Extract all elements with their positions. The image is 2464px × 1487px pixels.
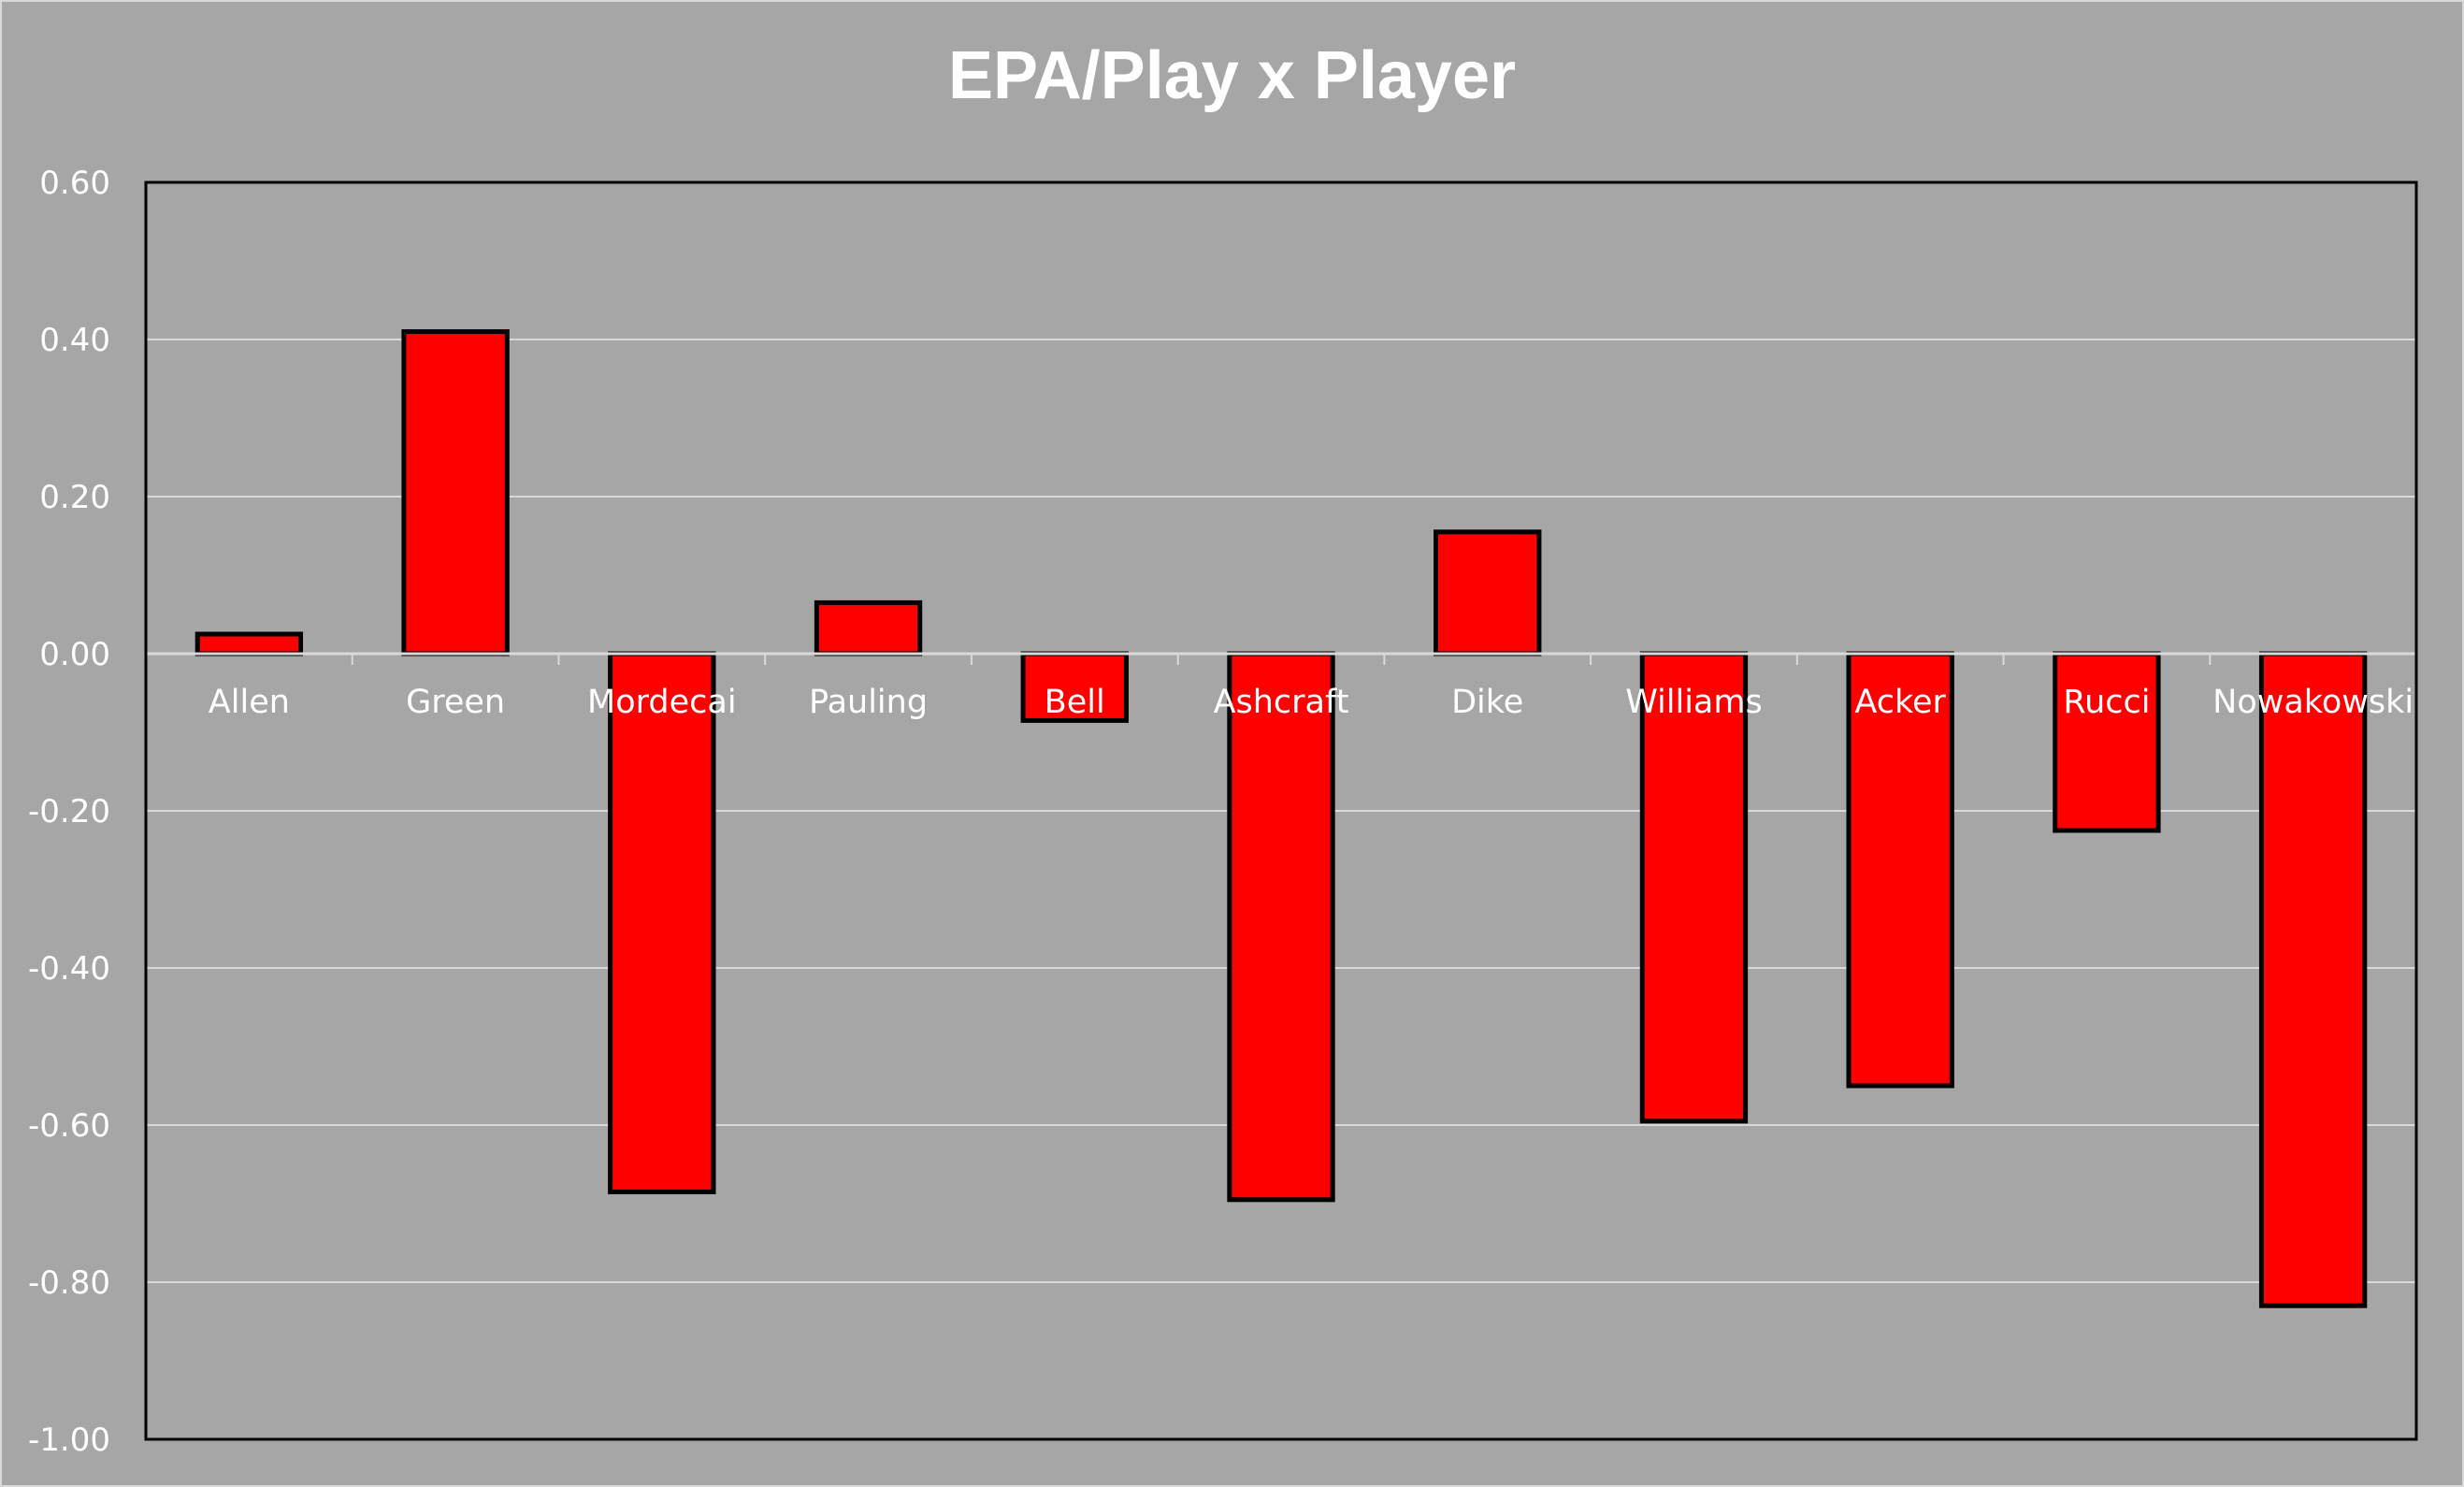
x-category-label: Allen: [209, 684, 290, 721]
x-category-label: Acker: [1854, 684, 1946, 721]
y-tick-label: -0.60: [28, 1107, 110, 1145]
x-category-label: Mordecai: [587, 684, 737, 721]
bar-green: [401, 329, 510, 657]
y-axis-ticks: 0.60 0.40 0.20 0.00 -0.20 -0.40 -0.60 -0.80 -1.0…: [28, 165, 110, 1459]
y-tick-label: 0.00: [39, 636, 110, 673]
bar-rucci: [2053, 651, 2161, 833]
x-category-label: Pauling: [809, 684, 928, 721]
y-tick-label: -1.00: [28, 1422, 110, 1459]
x-category-label: Bell: [1045, 684, 1105, 721]
bar-acker: [1846, 651, 1954, 1089]
bar-mordecai: [608, 651, 716, 1194]
x-category-label: Ashcraft: [1214, 684, 1349, 721]
bar-williams: [1639, 651, 1749, 1124]
x-category-label: Williams: [1625, 684, 1763, 721]
bar-pauling: [814, 599, 923, 657]
x-category-label: Dike: [1451, 684, 1523, 721]
y-tick-label: -0.80: [28, 1264, 110, 1302]
chart-title: EPA/Play x Player: [947, 38, 1517, 113]
y-tick-label: 0.20: [39, 479, 110, 516]
x-category-label: Nowakowski: [2212, 684, 2414, 721]
category-labels: Allen Green Mordecai Pauling Bell Ashcraft Dik…: [209, 684, 2414, 721]
bar-ashcraft: [1227, 651, 1335, 1203]
y-tick-label: 0.40: [39, 322, 110, 359]
x-category-label: Rucci: [2063, 684, 2150, 721]
y-tick-label: -0.40: [28, 950, 110, 988]
x-category-label: Green: [406, 684, 505, 721]
bar-nowakowski: [2258, 651, 2368, 1308]
y-tick-label: -0.20: [28, 793, 110, 830]
bars: [195, 329, 2368, 1308]
bar-dike: [1434, 529, 1542, 657]
plot-area-border: [144, 180, 2418, 1441]
y-tick-label: 0.60: [39, 165, 110, 202]
bar-allen: [195, 631, 304, 657]
